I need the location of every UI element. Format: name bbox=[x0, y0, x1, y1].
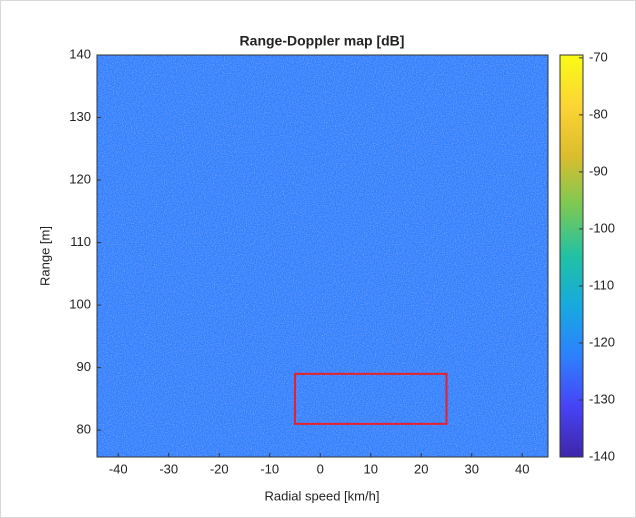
x-axis-label: Radial speed [km/h] bbox=[265, 488, 380, 503]
x-tick-label: -30 bbox=[159, 461, 178, 476]
plot-border bbox=[96, 54, 549, 458]
y-tick-label: 120 bbox=[69, 171, 91, 186]
x-tick-label: 10 bbox=[363, 461, 377, 476]
x-tick-label: 0 bbox=[317, 461, 324, 476]
x-tick-label: -40 bbox=[109, 461, 128, 476]
y-tick-label: 90 bbox=[77, 359, 91, 374]
colorbar-tick-label: -130 bbox=[589, 391, 615, 406]
colorbar-tick-label: -90 bbox=[589, 163, 608, 178]
x-tick-label: -20 bbox=[210, 461, 229, 476]
y-tick-label: 140 bbox=[69, 46, 91, 61]
colorbar bbox=[559, 54, 584, 458]
x-tick-label: -10 bbox=[260, 461, 279, 476]
colorbar-tick-label: -80 bbox=[589, 106, 608, 121]
x-tick-label: 20 bbox=[414, 461, 428, 476]
colorbar-tick-label: -120 bbox=[589, 334, 615, 349]
y-tick-label: 130 bbox=[69, 109, 91, 124]
x-tick-label: 30 bbox=[465, 461, 479, 476]
x-tick-label: 40 bbox=[515, 461, 529, 476]
y-tick-label: 100 bbox=[69, 297, 91, 312]
colorbar-tick-label: -70 bbox=[589, 49, 608, 64]
highlight-box bbox=[293, 372, 448, 425]
colorbar-tick-label: -140 bbox=[589, 448, 615, 463]
colorbar-tick-label: -100 bbox=[589, 220, 615, 235]
y-tick-label: 80 bbox=[77, 422, 91, 437]
colorbar-tick-label: -110 bbox=[589, 277, 614, 292]
chart-title: Range-Doppler map [dB] bbox=[240, 33, 405, 49]
y-tick-label: 110 bbox=[70, 234, 91, 249]
y-axis-label: Range [m] bbox=[37, 226, 52, 286]
heatmap-texture bbox=[97, 55, 548, 457]
